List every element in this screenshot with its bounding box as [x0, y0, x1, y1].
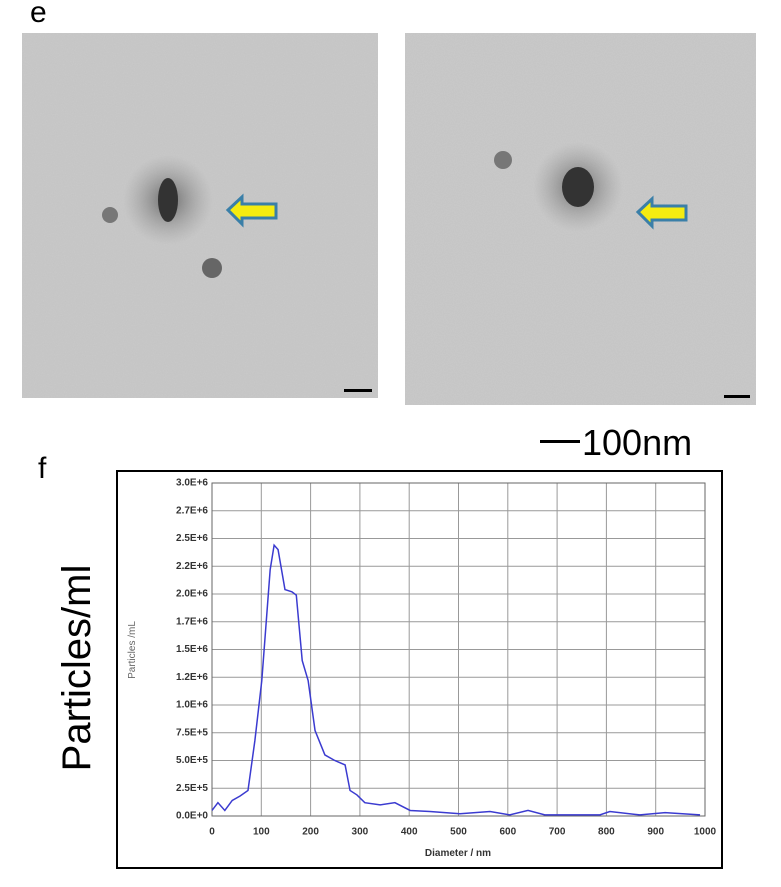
x-tick-label: 600: [499, 827, 516, 838]
y-tick-label: 7.5E+5: [176, 727, 208, 738]
y-tick-label: 1.2E+6: [176, 672, 208, 683]
x-tick-label: 900: [647, 827, 664, 838]
x-tick-label: 700: [549, 827, 566, 838]
y-tick-label: 2.0E+6: [176, 589, 208, 600]
outer-y-label: Particles/ml: [55, 565, 99, 772]
x-tick-label: 500: [450, 827, 467, 838]
tem-image: [22, 33, 378, 398]
x-axis-label: Diameter / nm: [425, 848, 491, 859]
y-tick-label: 0.0E+0: [176, 811, 208, 822]
scale-bar: [540, 440, 580, 443]
scale-bar-label: 100nm: [582, 422, 692, 463]
y-tick-label: 2.2E+6: [176, 561, 208, 572]
tem-image: [405, 33, 756, 405]
chart-frame: [116, 470, 723, 869]
y-tick-label: 1.0E+6: [176, 700, 208, 711]
y-tick-label: 2.5E+6: [176, 533, 208, 544]
x-tick-label: 300: [352, 827, 369, 838]
y-axis-label: Particles /mL: [127, 621, 138, 679]
y-tick-label: 2.5E+5: [176, 783, 208, 794]
panel-label: e: [30, 0, 47, 29]
y-tick-label: 3.0E+6: [176, 478, 208, 489]
plot-area: [211, 482, 706, 817]
y-tick-label: 1.7E+6: [176, 616, 208, 627]
x-tick-label: 100: [253, 827, 270, 838]
line: [211, 543, 701, 816]
x-tick-label: 0: [209, 827, 215, 838]
y-tick-label: 5.0E+5: [176, 755, 208, 766]
x-tick-label: 1000: [694, 827, 717, 838]
y-tick-label: 1.5E+6: [176, 644, 208, 655]
x-tick-label: 800: [598, 827, 615, 838]
x-tick-label: 400: [401, 827, 418, 838]
panel-label: f: [38, 452, 47, 485]
x-tick-label: 200: [302, 827, 319, 838]
y-tick-label: 2.7E+6: [176, 505, 208, 516]
